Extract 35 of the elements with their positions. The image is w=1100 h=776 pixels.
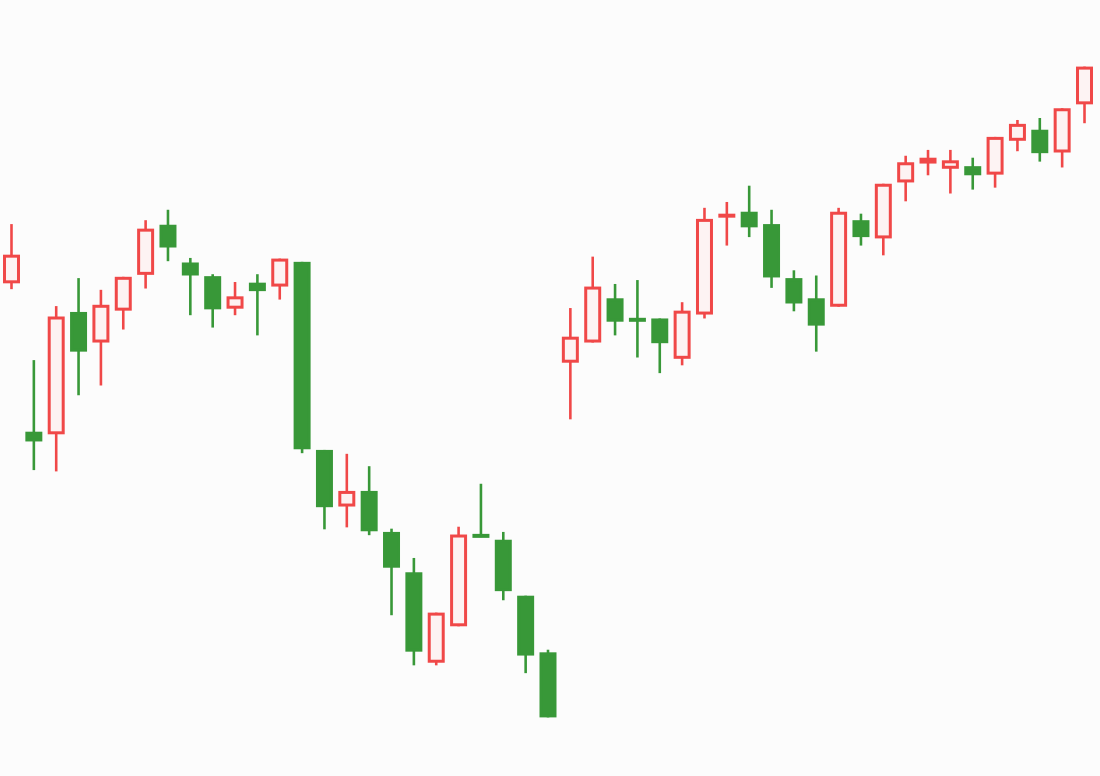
candlestick [561, 306, 579, 421]
candlestick [271, 257, 289, 301]
candlestick [472, 482, 490, 539]
candlestick [25, 358, 43, 472]
candlestick [92, 288, 110, 387]
candlestick [785, 269, 803, 313]
candlestick [941, 148, 959, 195]
candlestick [1031, 116, 1049, 163]
candlestick [606, 282, 624, 337]
candlestick [360, 464, 378, 537]
candlestick [852, 212, 870, 247]
candlestick [137, 218, 155, 290]
candlestick [181, 256, 199, 317]
candlestick [70, 276, 88, 397]
candlestick [427, 611, 445, 667]
candlestick [964, 156, 982, 191]
candlestick [986, 135, 1004, 189]
candlestick [204, 272, 222, 329]
candlestick [248, 272, 266, 337]
candlestick [338, 452, 356, 529]
candlestick [114, 275, 132, 331]
candlestick [383, 527, 401, 617]
candlestick [718, 200, 736, 247]
candlestick [673, 300, 691, 367]
candlestick [1076, 65, 1093, 125]
candlestick [226, 280, 244, 317]
candlestick [159, 208, 177, 263]
candlestick [897, 154, 915, 203]
candlestick [1008, 118, 1026, 153]
candlestick [628, 278, 646, 359]
candlestick [651, 317, 669, 375]
candlestick [1053, 106, 1071, 169]
candlestick [740, 184, 758, 239]
candlestick [807, 274, 825, 353]
candlestick [919, 148, 937, 177]
